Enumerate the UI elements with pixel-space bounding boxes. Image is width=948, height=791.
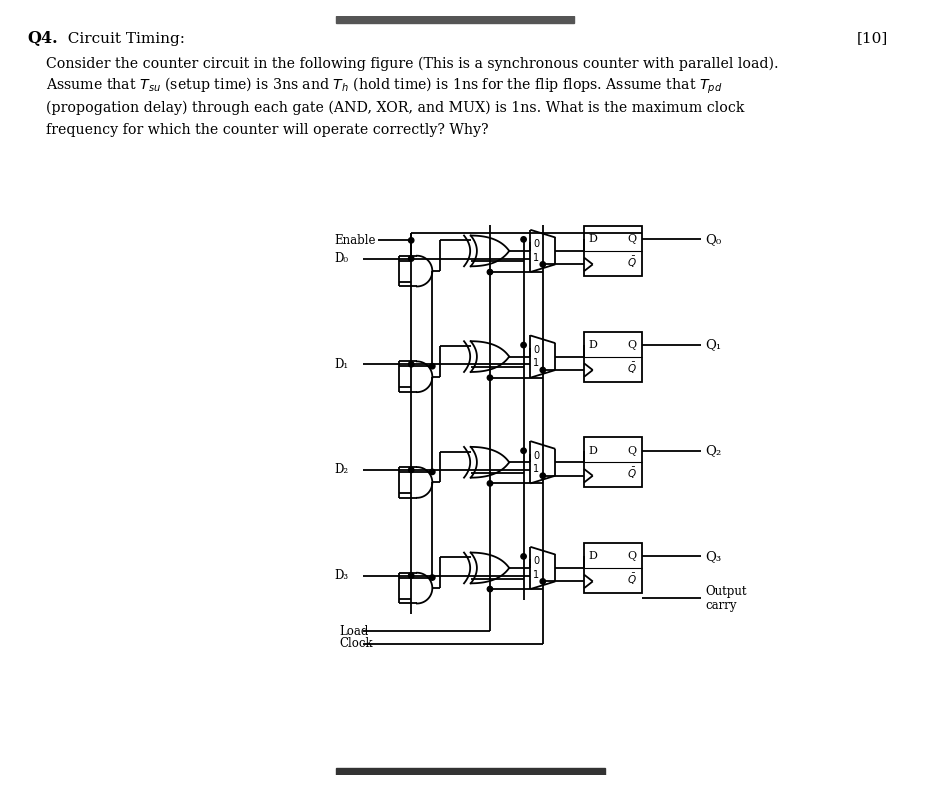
Bar xyxy=(584,331,642,381)
Circle shape xyxy=(540,367,545,373)
Text: D₁: D₁ xyxy=(335,358,349,371)
Text: D: D xyxy=(588,551,597,562)
Text: $\bar{Q}$: $\bar{Q}$ xyxy=(628,572,637,587)
Bar xyxy=(584,226,642,276)
Circle shape xyxy=(540,262,545,267)
Circle shape xyxy=(409,361,414,367)
Bar xyxy=(584,437,642,487)
Text: [10]: [10] xyxy=(856,32,887,46)
Text: D₂: D₂ xyxy=(335,464,349,476)
Text: 0: 0 xyxy=(533,239,539,249)
Text: $\bar{Q}$: $\bar{Q}$ xyxy=(628,255,637,270)
Circle shape xyxy=(429,364,435,369)
Bar xyxy=(337,768,605,775)
Text: (propogation delay) through each gate (AND, XOR, and MUX) is 1ns. What is the ma: (propogation delay) through each gate (A… xyxy=(46,100,744,115)
Circle shape xyxy=(487,586,493,592)
Bar xyxy=(584,543,642,593)
Text: Q: Q xyxy=(628,340,637,350)
Text: carry: carry xyxy=(705,599,737,612)
Text: Q4.: Q4. xyxy=(27,30,58,47)
Text: Clock: Clock xyxy=(339,638,373,650)
Text: Assume that $T_{su}$ (setup time) is 3ns and $T_h$ (hold time) is 1ns for the fl: Assume that $T_{su}$ (setup time) is 3ns… xyxy=(46,75,722,96)
Text: frequency for which the counter will operate correctly? Why?: frequency for which the counter will ope… xyxy=(46,123,488,137)
Text: Q: Q xyxy=(628,551,637,562)
Text: D: D xyxy=(588,340,597,350)
Circle shape xyxy=(429,469,435,475)
Text: Q₁: Q₁ xyxy=(705,339,721,351)
Circle shape xyxy=(540,579,545,584)
Circle shape xyxy=(487,481,493,486)
Circle shape xyxy=(487,270,493,274)
Circle shape xyxy=(520,237,526,242)
Text: D₀: D₀ xyxy=(335,252,348,265)
Text: Load: Load xyxy=(339,625,369,638)
Text: 1: 1 xyxy=(533,464,539,474)
Text: 1: 1 xyxy=(533,252,539,263)
Circle shape xyxy=(429,575,435,581)
Circle shape xyxy=(487,375,493,380)
Circle shape xyxy=(409,573,414,578)
Text: $\bar{Q}$: $\bar{Q}$ xyxy=(628,466,637,482)
Circle shape xyxy=(520,448,526,453)
Text: Output: Output xyxy=(705,585,747,599)
Circle shape xyxy=(520,554,526,559)
Text: D₃: D₃ xyxy=(335,570,349,582)
Text: 0: 0 xyxy=(533,451,539,460)
Text: D: D xyxy=(588,446,597,456)
Text: Circuit Timing:: Circuit Timing: xyxy=(58,32,185,46)
Text: 0: 0 xyxy=(533,345,539,355)
Text: Q₀: Q₀ xyxy=(705,233,721,246)
Circle shape xyxy=(540,473,545,479)
Text: 0: 0 xyxy=(533,556,539,566)
Circle shape xyxy=(409,237,414,243)
Text: 1: 1 xyxy=(533,570,539,580)
Text: $\bar{Q}$: $\bar{Q}$ xyxy=(628,361,637,376)
Text: 1: 1 xyxy=(533,358,539,369)
Text: D: D xyxy=(588,234,597,244)
Text: Enable: Enable xyxy=(335,234,375,247)
Text: Q: Q xyxy=(628,234,637,244)
Bar xyxy=(337,16,574,23)
Circle shape xyxy=(409,467,414,473)
Text: Consider the counter circuit in the following figure (This is a synchronous coun: Consider the counter circuit in the foll… xyxy=(46,56,778,70)
Circle shape xyxy=(520,343,526,348)
Circle shape xyxy=(409,256,414,261)
Text: Q₃: Q₃ xyxy=(705,550,721,563)
Text: Q: Q xyxy=(628,446,637,456)
Text: Q₂: Q₂ xyxy=(705,445,721,457)
